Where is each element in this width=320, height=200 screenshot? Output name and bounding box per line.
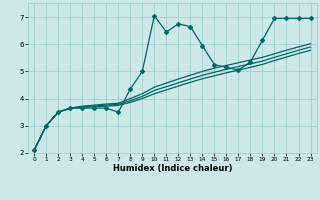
- X-axis label: Humidex (Indice chaleur): Humidex (Indice chaleur): [113, 164, 232, 173]
